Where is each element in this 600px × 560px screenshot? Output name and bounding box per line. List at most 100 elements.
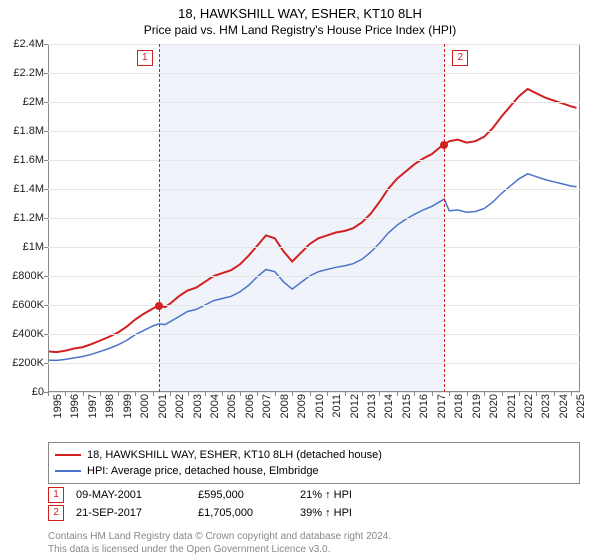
y-tick bbox=[44, 102, 48, 103]
footnote-line: This data is licensed under the Open Gov… bbox=[48, 544, 391, 557]
y-tick bbox=[44, 131, 48, 132]
x-axis-label: 2025 bbox=[575, 394, 587, 418]
y-tick bbox=[44, 305, 48, 306]
x-axis-label: 2011 bbox=[331, 394, 343, 418]
y-tick bbox=[44, 363, 48, 364]
x-tick bbox=[467, 392, 468, 396]
x-axis-label: 2002 bbox=[174, 394, 186, 418]
x-tick bbox=[519, 392, 520, 396]
legend-label: HPI: Average price, detached house, Elmb… bbox=[87, 465, 319, 477]
sale-point-icon bbox=[155, 302, 163, 310]
y-tick bbox=[44, 160, 48, 161]
series-property bbox=[48, 89, 577, 352]
x-axis-label: 1999 bbox=[122, 394, 134, 418]
y-axis-label: £2.2M bbox=[13, 67, 44, 79]
y-axis-label: £600K bbox=[12, 299, 44, 311]
y-tick bbox=[44, 334, 48, 335]
legend-label: 18, HAWKSHILL WAY, ESHER, KT10 8LH (deta… bbox=[87, 449, 382, 461]
y-axis-label: £1.8M bbox=[13, 125, 44, 137]
gridline bbox=[48, 189, 580, 190]
x-axis-label: 2000 bbox=[139, 394, 151, 418]
x-tick bbox=[257, 392, 258, 396]
y-axis-label: £1.4M bbox=[13, 183, 44, 195]
x-axis-label: 1997 bbox=[87, 394, 99, 418]
sale-row: 1 09-MAY-2001 £595,000 21% ↑ HPI bbox=[48, 486, 580, 504]
x-axis-label: 2006 bbox=[244, 394, 256, 418]
gridline bbox=[48, 392, 580, 393]
gridline bbox=[48, 44, 580, 45]
x-axis-label: 2016 bbox=[418, 394, 430, 418]
sale-vline bbox=[159, 44, 160, 392]
x-tick bbox=[397, 392, 398, 396]
x-tick bbox=[554, 392, 555, 396]
x-axis-label: 1998 bbox=[104, 394, 116, 418]
legend-swatch bbox=[55, 454, 81, 456]
x-tick bbox=[571, 392, 572, 396]
x-tick bbox=[327, 392, 328, 396]
x-tick bbox=[345, 392, 346, 396]
x-axis-label: 2013 bbox=[366, 394, 378, 418]
y-tick bbox=[44, 218, 48, 219]
x-tick bbox=[153, 392, 154, 396]
y-tick bbox=[44, 247, 48, 248]
sale-marker-icon: 1 bbox=[48, 487, 64, 503]
x-tick bbox=[484, 392, 485, 396]
y-tick bbox=[44, 276, 48, 277]
sale-percent: 39% ↑ HPI bbox=[300, 507, 400, 519]
x-axis-label: 2023 bbox=[540, 394, 552, 418]
x-tick bbox=[310, 392, 311, 396]
x-tick bbox=[48, 392, 49, 396]
x-tick bbox=[100, 392, 101, 396]
x-axis-label: 2018 bbox=[453, 394, 465, 418]
y-axis-label: £1M bbox=[23, 241, 44, 253]
legend-swatch bbox=[55, 470, 81, 472]
x-tick bbox=[432, 392, 433, 396]
footnote: Contains HM Land Registry data © Crown c… bbox=[48, 531, 391, 556]
sale-percent: 21% ↑ HPI bbox=[300, 489, 400, 501]
x-axis-label: 2008 bbox=[279, 394, 291, 418]
gridline bbox=[48, 334, 580, 335]
x-tick bbox=[362, 392, 363, 396]
x-axis-label: 2020 bbox=[488, 394, 500, 418]
x-axis-label: 2001 bbox=[157, 394, 169, 418]
page-subtitle: Price paid vs. HM Land Registry's House … bbox=[0, 21, 600, 37]
x-axis-label: 2017 bbox=[436, 394, 448, 418]
y-axis-label: £1.6M bbox=[13, 154, 44, 166]
x-tick bbox=[379, 392, 380, 396]
sale-marker-icon: 1 bbox=[137, 50, 153, 66]
x-tick bbox=[240, 392, 241, 396]
sale-price: £1,705,000 bbox=[198, 507, 288, 519]
x-tick bbox=[502, 392, 503, 396]
gridline bbox=[48, 305, 580, 306]
series-hpi bbox=[48, 174, 577, 361]
x-tick bbox=[414, 392, 415, 396]
x-axis-label: 2005 bbox=[226, 394, 238, 418]
x-tick bbox=[275, 392, 276, 396]
sale-marker-icon: 2 bbox=[48, 505, 64, 521]
y-axis-label: £200K bbox=[12, 357, 44, 369]
gridline bbox=[48, 131, 580, 132]
container: 18, HAWKSHILL WAY, ESHER, KT10 8LH Price… bbox=[0, 0, 600, 560]
y-tick bbox=[44, 73, 48, 74]
sale-point-icon bbox=[440, 141, 448, 149]
y-axis-label: £0 bbox=[32, 386, 44, 398]
gridline bbox=[48, 102, 580, 103]
x-axis-label: 2012 bbox=[349, 394, 361, 418]
sales-table: 1 09-MAY-2001 £595,000 21% ↑ HPI 2 21-SE… bbox=[48, 486, 580, 522]
legend-item: HPI: Average price, detached house, Elmb… bbox=[55, 463, 573, 479]
gridline bbox=[48, 73, 580, 74]
gridline bbox=[48, 276, 580, 277]
sale-date: 21-SEP-2017 bbox=[76, 507, 186, 519]
x-axis-label: 2007 bbox=[261, 394, 273, 418]
sale-price: £595,000 bbox=[198, 489, 288, 501]
x-tick bbox=[188, 392, 189, 396]
gridline bbox=[48, 218, 580, 219]
x-tick bbox=[170, 392, 171, 396]
footnote-line: Contains HM Land Registry data © Crown c… bbox=[48, 531, 391, 544]
sale-row: 2 21-SEP-2017 £1,705,000 39% ↑ HPI bbox=[48, 504, 580, 522]
sale-vline bbox=[444, 44, 445, 392]
y-tick bbox=[44, 189, 48, 190]
x-axis-label: 2019 bbox=[471, 394, 483, 418]
y-axis-label: £2M bbox=[23, 96, 44, 108]
x-axis-label: 2009 bbox=[296, 394, 308, 418]
